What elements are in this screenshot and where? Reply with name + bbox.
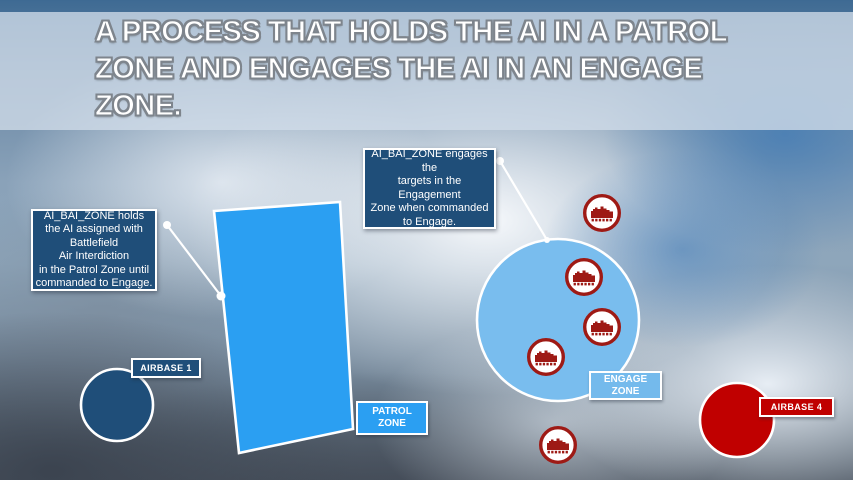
- tank-target-icon[interactable]: [582, 193, 622, 233]
- patrol-zone-shape[interactable]: [212, 200, 355, 455]
- airbase4-label[interactable]: AIRBASE 4: [759, 397, 834, 417]
- tank-target-icon[interactable]: [564, 257, 604, 297]
- title-band: [0, 12, 853, 130]
- engage-zone-label[interactable]: ENGAGE ZONE: [589, 371, 662, 400]
- connector-engage: [496, 157, 550, 243]
- tank-target-icon[interactable]: [526, 337, 566, 377]
- airbase4-circle[interactable]: [698, 381, 776, 459]
- engage-callout-box: AI_BAI_ZONE engages the targets in the E…: [363, 148, 496, 229]
- connector-patrol: [163, 221, 226, 301]
- slide-title: A PROCESS THAT HOLDS THE AI IN A PATROL …: [94, 15, 728, 122]
- tank-target-icon[interactable]: [538, 425, 578, 465]
- patrol-zone-label[interactable]: PATROL ZONE: [356, 401, 428, 435]
- airbase1-circle[interactable]: [79, 367, 155, 443]
- patrol-callout-box: AI_BAI_ZONE holds the AI assigned with B…: [31, 209, 157, 291]
- airbase1-label[interactable]: AIRBASE 1: [131, 358, 201, 378]
- tank-target-icon[interactable]: [582, 307, 622, 347]
